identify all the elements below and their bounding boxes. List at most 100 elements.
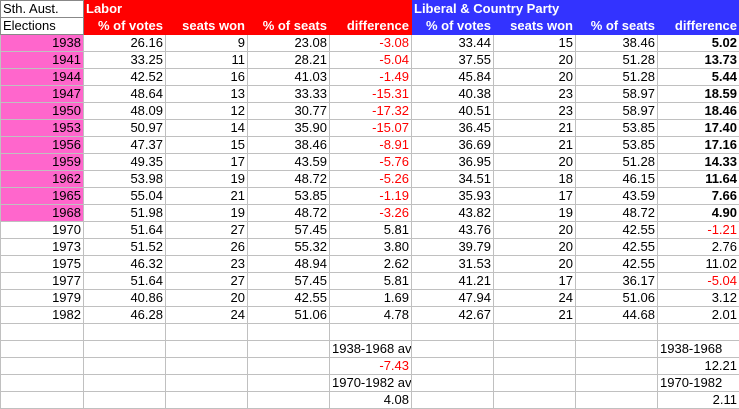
lcp-seats-pct-cell[interactable]: 51.28 — [575, 68, 658, 86]
lcp-seats-pct-cell[interactable]: 48.72 — [575, 204, 658, 222]
title-cell-1[interactable]: Sth. Aust. — [0, 0, 84, 18]
lcp-seats-won-cell[interactable]: 19 — [493, 204, 576, 222]
year-cell[interactable]: 1941 — [0, 51, 84, 69]
labor-difference-cell[interactable]: -8.91 — [329, 136, 412, 154]
lcp-difference-cell[interactable]: 11.02 — [656, 255, 739, 273]
year-cell[interactable]: 1975 — [0, 255, 84, 273]
labor-votes-pct-cell[interactable]: 42.52 — [83, 68, 166, 86]
lcp-votes-pct-cell[interactable]: 43.82 — [411, 204, 494, 222]
year-cell[interactable]: 1965 — [0, 187, 84, 205]
labor-difference-cell[interactable]: -15.07 — [329, 119, 412, 137]
lcp-difference-cell[interactable]: 18.59 — [656, 85, 739, 103]
cell[interactable] — [411, 374, 494, 392]
lcp-seats-pct-cell[interactable]: 53.85 — [575, 136, 658, 154]
lcp-seats-won-cell[interactable]: 18 — [493, 170, 576, 188]
labor-seats-pct-cell[interactable]: 53.85 — [247, 187, 330, 205]
labor-difference-cell[interactable]: -3.26 — [329, 204, 412, 222]
labor-seats-won-cell[interactable]: 19 — [165, 204, 248, 222]
labor-avg-label-2[interactable]: 1970-1982 av. — [329, 374, 412, 392]
cell[interactable] — [83, 374, 166, 392]
labor-seats-pct-cell[interactable]: 28.21 — [247, 51, 330, 69]
labor-votes-pct-cell[interactable]: 48.09 — [83, 102, 166, 120]
lcp-difference-cell[interactable]: 13.73 — [656, 51, 739, 69]
cell[interactable] — [493, 357, 576, 375]
lcp-votes-pct-cell[interactable]: 33.44 — [411, 34, 494, 52]
labor-header[interactable]: Labor — [83, 0, 412, 18]
lcp-votes-pct-cell[interactable]: 37.55 — [411, 51, 494, 69]
labor-seats-pct-cell[interactable]: 38.46 — [247, 136, 330, 154]
labor-difference-cell[interactable]: 1.69 — [329, 289, 412, 307]
labor-difference-cell[interactable]: 5.81 — [329, 272, 412, 290]
labor-seats-won-cell[interactable]: 21 — [165, 187, 248, 205]
labor-votes-pct-cell[interactable]: 48.64 — [83, 85, 166, 103]
year-cell[interactable]: 1953 — [0, 119, 84, 137]
year-cell[interactable]: 1982 — [0, 306, 84, 324]
labor-difference-cell[interactable]: -17.32 — [329, 102, 412, 120]
labor-difference-cell[interactable]: -3.08 — [329, 34, 412, 52]
cell[interactable] — [165, 357, 248, 375]
labor-seats-won-cell[interactable]: 11 — [165, 51, 248, 69]
cell[interactable] — [247, 374, 330, 392]
cell[interactable] — [0, 340, 84, 358]
lcp-header[interactable]: Liberal & Country Party — [410, 0, 739, 18]
cell[interactable] — [411, 340, 494, 358]
labor-difference-cell[interactable]: 3.80 — [329, 238, 412, 256]
lcp-votes-pct-cell[interactable]: 39.79 — [411, 238, 494, 256]
year-cell[interactable]: 1962 — [0, 170, 84, 188]
lcp-seats-pct-cell[interactable]: 44.68 — [575, 306, 658, 324]
cell[interactable] — [329, 323, 412, 341]
lcp-votes-pct-cell[interactable]: 31.53 — [411, 255, 494, 273]
labor-seats-pct-cell[interactable]: 51.06 — [247, 306, 330, 324]
year-cell[interactable]: 1977 — [0, 272, 84, 290]
labor-seats-won-cell[interactable]: 19 — [165, 170, 248, 188]
labor-avg-value-2[interactable]: 4.08 — [329, 391, 412, 409]
lcp-seats-pct-cell[interactable]: 58.97 — [575, 102, 658, 120]
cell[interactable] — [247, 323, 330, 341]
cell[interactable] — [493, 323, 576, 341]
lcp-votes-pct-cell[interactable]: 47.94 — [411, 289, 494, 307]
labor-seats-won-cell[interactable]: 14 — [165, 119, 248, 137]
labor-seats-won-cell[interactable]: 27 — [165, 272, 248, 290]
year-cell[interactable]: 1968 — [0, 204, 84, 222]
lcp-votes-pct-cell[interactable]: 41.21 — [411, 272, 494, 290]
labor-votes-pct-cell[interactable]: 51.52 — [83, 238, 166, 256]
year-cell[interactable]: 1956 — [0, 136, 84, 154]
cell[interactable] — [165, 374, 248, 392]
lcp-seats-pct-cell[interactable]: 38.46 — [575, 34, 658, 52]
cell[interactable] — [411, 357, 494, 375]
cell[interactable] — [247, 340, 330, 358]
cell[interactable] — [0, 391, 84, 409]
cell[interactable] — [575, 357, 658, 375]
lcp-difference-cell[interactable]: 5.02 — [656, 34, 739, 52]
labor-votes-pct-cell[interactable]: 55.04 — [83, 187, 166, 205]
lcp-seats-won-cell[interactable]: 23 — [493, 85, 576, 103]
cell[interactable] — [411, 323, 494, 341]
lcp-seats-pct-cell[interactable]: 46.15 — [575, 170, 658, 188]
cell[interactable] — [493, 391, 576, 409]
labor-seats-won-cell[interactable]: 16 — [165, 68, 248, 86]
cell[interactable] — [411, 391, 494, 409]
lcp-avg-label-1[interactable]: 1938-1968 — [656, 340, 739, 358]
lcp-votes-pct-cell[interactable]: 40.38 — [411, 85, 494, 103]
cell[interactable] — [493, 340, 576, 358]
lcp-votes-pct-cell[interactable]: 40.51 — [411, 102, 494, 120]
labor-votes-pct-cell[interactable]: 47.37 — [83, 136, 166, 154]
labor-seats-pct-cell[interactable]: 42.55 — [247, 289, 330, 307]
lcp-votes-pct-cell[interactable]: 36.95 — [411, 153, 494, 171]
lcp-seats-pct-cell[interactable]: 51.28 — [575, 51, 658, 69]
labor-seats-won-cell[interactable]: 12 — [165, 102, 248, 120]
lcp-seats-won-cell[interactable]: 21 — [493, 306, 576, 324]
lcp-seats-won-cell[interactable]: 21 — [493, 136, 576, 154]
lcp-votes-pct-cell[interactable]: 43.76 — [411, 221, 494, 239]
lcp-seats-won-cell[interactable]: 20 — [493, 153, 576, 171]
labor-seats-won-cell[interactable]: 23 — [165, 255, 248, 273]
labor-avg-value-1[interactable]: -7.43 — [329, 357, 412, 375]
lcp-seats-pct-cell[interactable]: 51.28 — [575, 153, 658, 171]
column-header[interactable]: difference — [656, 17, 739, 35]
lcp-seats-won-cell[interactable]: 24 — [493, 289, 576, 307]
cell[interactable] — [656, 323, 739, 341]
column-header[interactable]: difference — [329, 17, 412, 35]
column-header[interactable]: seats won — [165, 17, 248, 35]
year-cell[interactable]: 1979 — [0, 289, 84, 307]
labor-seats-won-cell[interactable]: 9 — [165, 34, 248, 52]
